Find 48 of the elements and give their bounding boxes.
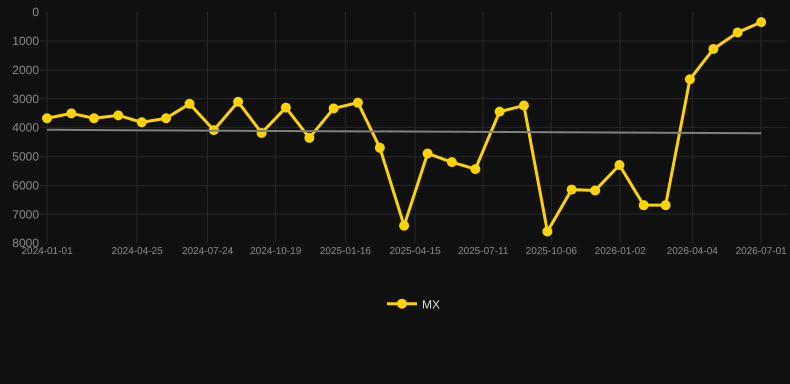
y-tick-label: 0 (32, 5, 40, 20)
y-tick-label: 2000 (12, 62, 40, 77)
point (304, 132, 314, 143)
point (352, 98, 363, 108)
point (684, 74, 695, 84)
x-tick-label: 2025-01-16 (320, 246, 372, 257)
point (422, 148, 433, 158)
legend-label: MX (422, 297, 440, 312)
point (638, 200, 649, 210)
point (732, 28, 743, 38)
x-tick-label: 2024-07-24 (182, 246, 234, 257)
y-tick-label: 4000 (12, 120, 40, 135)
point (66, 108, 76, 118)
y-tick-label: 6000 (12, 178, 40, 192)
point (542, 226, 552, 236)
x-tick-label: 2025-07-11 (458, 246, 509, 257)
point (708, 44, 718, 54)
y-tick-label: 3000 (12, 92, 40, 106)
x-tick-label: 2026-01-02 (594, 246, 646, 257)
x-tick-label: 2025-10-06 (526, 246, 578, 257)
point (89, 113, 100, 124)
y-tick-label: 7000 (12, 207, 40, 222)
point (756, 17, 766, 28)
point (518, 100, 529, 111)
point (399, 220, 410, 231)
point (566, 184, 577, 195)
point (113, 110, 124, 120)
point (590, 185, 600, 196)
point (161, 113, 172, 124)
x-tick-label: 2024-10-19 (250, 246, 302, 257)
point (470, 164, 480, 174)
point (446, 157, 457, 168)
point (184, 98, 195, 109)
x-tick-label: 2025-04-15 (389, 246, 442, 257)
point (494, 106, 505, 117)
point (280, 102, 291, 113)
y-tick-label: 1000 (12, 34, 40, 48)
x-tick-label: 2026-04-04 (666, 246, 718, 257)
point (660, 200, 671, 210)
x-tick-label: 2024-04-25 (112, 246, 164, 257)
point (374, 142, 385, 153)
point (42, 113, 52, 124)
point (136, 117, 147, 128)
point (233, 96, 244, 107)
x-tick-label: 2026-07-01 (736, 246, 788, 257)
y-tick-label: 5000 (12, 150, 40, 164)
point (328, 103, 339, 114)
point (614, 160, 624, 170)
